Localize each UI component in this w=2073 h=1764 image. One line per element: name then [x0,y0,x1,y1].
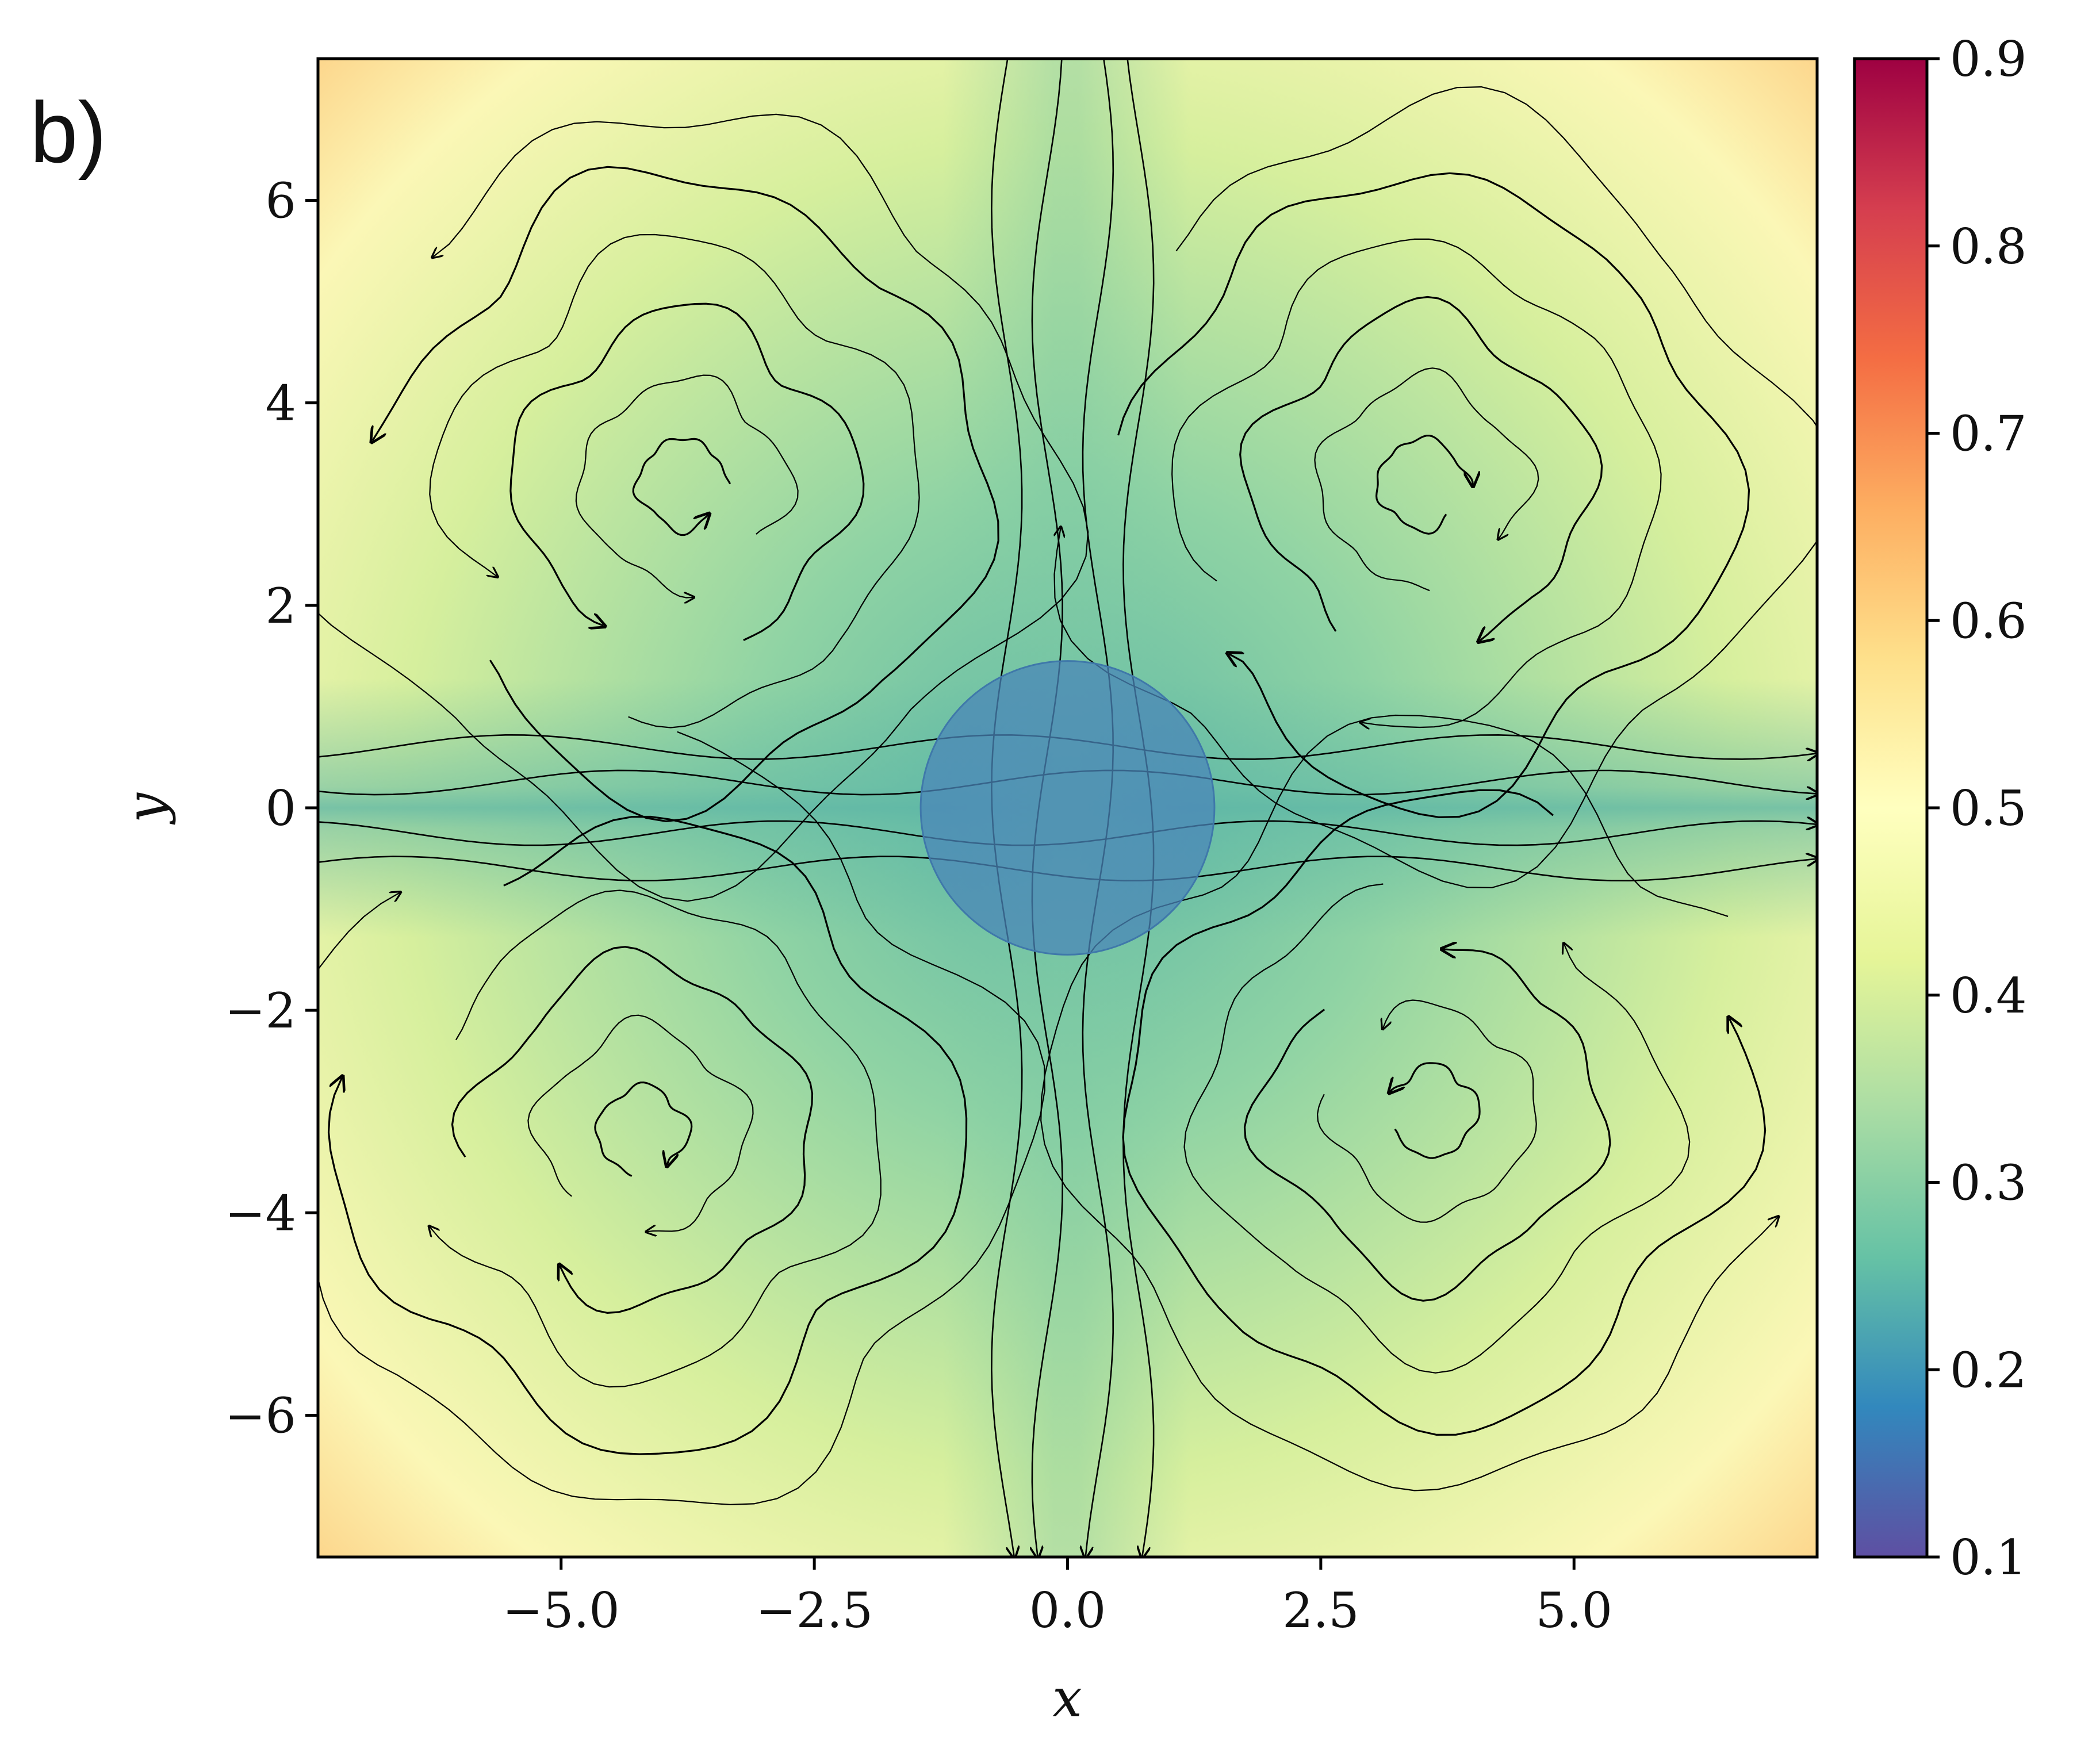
colorbar-tick-label: 0.7 [1950,406,2027,462]
streamline [632,438,731,536]
colorbar-ticks: 0.1 0.2 0.3 0.4 0.5 0.6 0.7 0.8 0.9 [1927,31,2027,1586]
streamline [1117,172,1750,819]
streamline [594,1081,693,1177]
y-axis-label: y [115,792,177,825]
x-tick-label: 0.0 [1029,1582,1106,1639]
x-tick-label: −5.0 [503,1582,620,1639]
streamline [318,113,1089,902]
streamline [373,166,999,823]
streamline [1243,949,1611,1302]
x-axis-label: x [1052,1667,1082,1729]
streamline [1183,883,1691,1374]
obstacle-disk [919,660,1216,956]
streamline [1239,296,1603,641]
plot-area [318,59,1817,1557]
streamline [1122,789,1767,1436]
streamline [451,946,814,1314]
y-axis: −6 −4 −2 0 2 4 6 [225,173,318,1444]
streamline [430,889,882,1388]
colorbar-tick-label: 0.9 [1950,31,2027,87]
y-tick-label: 0 [266,780,296,837]
y-tick-label: −2 [225,983,296,1039]
streamline [1314,367,1539,592]
streamline [429,233,920,728]
streamline [327,815,968,1455]
y-tick-label: −4 [225,1185,296,1241]
colorbar-tick-label: 0.2 [1950,1342,2027,1398]
streamline [527,1014,754,1232]
streamline [1040,714,1778,1491]
streamline [1375,434,1473,535]
streamline [1055,86,1817,888]
y-tick-label: 2 [266,578,296,634]
streamline [1316,999,1537,1223]
streamline [509,302,865,641]
x-tick-label: 5.0 [1535,1582,1612,1639]
colorbar-tick-label: 0.6 [1950,593,2027,649]
colorbar: 0.1 0.2 0.3 0.4 0.5 0.6 0.7 0.8 0.9 [1853,31,2027,1586]
colorbar-tick-label: 0.8 [1950,218,2027,275]
x-tick-label: −2.5 [756,1582,873,1639]
y-tick-label: 4 [266,375,296,432]
colorbar-tick-label: 0.4 [1950,968,2027,1024]
y-tick-label: −6 [225,1387,296,1444]
colorbar-tick-label: 0.3 [1950,1155,2027,1211]
streamline [575,374,799,598]
streamline [1171,238,1662,727]
streamline [1390,1062,1481,1159]
colorbar-bar [1853,57,1929,1559]
colorbar-tick-label: 0.5 [1950,780,2027,837]
colorbar-tick-label: 0.1 [1950,1529,2027,1586]
x-axis: −5.0 −2.5 0.0 2.5 5.0 [503,1557,1612,1639]
panel-label: b) [30,84,106,181]
streamlines [318,59,1817,1557]
y-tick-label: 6 [266,173,296,229]
x-tick-label: 2.5 [1282,1582,1359,1639]
streamline [318,731,1045,1506]
